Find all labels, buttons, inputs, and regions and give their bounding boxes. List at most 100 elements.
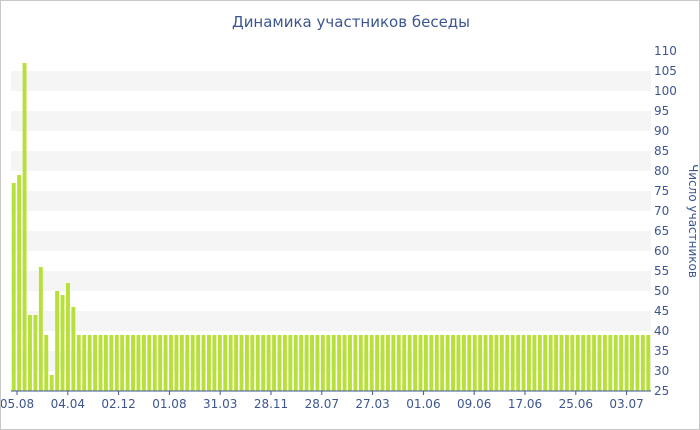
bar — [109, 335, 114, 391]
bar — [380, 335, 385, 391]
bar — [190, 335, 195, 391]
bar — [369, 335, 374, 391]
bar — [510, 335, 515, 391]
bar — [93, 335, 98, 391]
x-tick-label: 28.07 — [305, 397, 339, 411]
bar — [217, 335, 222, 391]
bar — [467, 335, 472, 391]
x-tick-label: 03.07 — [609, 397, 643, 411]
bar — [554, 335, 559, 391]
x-tick-label: 05.08 — [1, 397, 34, 411]
bar — [179, 335, 184, 391]
bar — [402, 335, 407, 391]
bar — [602, 335, 607, 391]
bar — [423, 335, 428, 391]
y-tick-label: 100 — [654, 84, 677, 98]
y-tick-label: 50 — [654, 284, 669, 298]
bar — [55, 291, 60, 391]
y-tick-label: 70 — [654, 204, 669, 218]
grid-band — [11, 151, 651, 171]
bar — [207, 335, 211, 391]
bar — [527, 335, 531, 391]
bar — [353, 335, 358, 391]
bar — [22, 63, 27, 391]
bar — [429, 335, 434, 391]
bar — [331, 335, 336, 391]
y-tick-label: 90 — [654, 124, 669, 138]
bar — [342, 335, 347, 391]
bar — [76, 335, 81, 391]
bar — [163, 335, 168, 391]
bar — [472, 335, 477, 391]
bar — [407, 335, 412, 391]
bar — [489, 335, 493, 391]
y-tick-label: 75 — [654, 184, 669, 198]
bar — [586, 335, 591, 391]
bar — [608, 335, 613, 391]
grid-band — [11, 271, 651, 291]
grid-band — [11, 311, 651, 331]
bar — [499, 335, 504, 391]
x-tick-label: 04.04 — [51, 397, 85, 411]
bar — [60, 295, 65, 391]
bar — [152, 335, 157, 391]
bar — [234, 335, 239, 391]
bar — [456, 335, 461, 391]
bar — [413, 335, 418, 391]
bar — [125, 335, 130, 391]
bar — [521, 335, 526, 391]
y-axis-label: Число участников — [686, 164, 699, 278]
bar — [564, 335, 569, 391]
bar — [174, 335, 179, 391]
bar — [282, 335, 287, 391]
bar — [386, 335, 390, 391]
y-tick-label: 55 — [654, 264, 669, 278]
bar — [244, 335, 249, 391]
bar — [592, 335, 597, 391]
bar — [141, 335, 146, 391]
bar — [624, 335, 629, 391]
bar — [543, 335, 548, 391]
y-tick-label: 105 — [654, 64, 677, 78]
bar — [483, 335, 488, 391]
bar — [293, 335, 298, 391]
bar — [613, 335, 618, 391]
x-tick-label: 09.06 — [457, 397, 491, 411]
bar — [169, 335, 173, 391]
bar — [364, 335, 369, 391]
bar — [28, 315, 32, 391]
bar — [581, 335, 586, 391]
y-tick-label: 25 — [654, 384, 669, 398]
bar — [532, 335, 537, 391]
bar — [575, 335, 580, 391]
bar — [11, 183, 16, 391]
bar — [434, 335, 439, 391]
bar — [375, 335, 380, 391]
bar — [358, 335, 363, 391]
bar — [120, 335, 125, 391]
y-tick-label: 35 — [654, 344, 669, 358]
bar — [310, 335, 314, 391]
bar — [277, 335, 282, 391]
bar — [266, 335, 271, 391]
bar — [131, 335, 135, 391]
bar — [255, 335, 260, 391]
bar — [348, 335, 352, 391]
y-tick-label: 45 — [654, 304, 669, 318]
bar — [494, 335, 499, 391]
bar — [87, 335, 92, 391]
bar — [250, 335, 255, 391]
x-tick-label: 28.11 — [254, 397, 288, 411]
bar — [71, 307, 76, 391]
bar — [66, 283, 70, 391]
bar — [44, 335, 49, 391]
grid-band — [11, 71, 651, 91]
bar — [461, 335, 466, 391]
grid-band — [11, 231, 651, 251]
bar — [49, 375, 54, 391]
bar — [315, 335, 320, 391]
bar — [212, 335, 217, 391]
y-tick-label: 85 — [654, 144, 669, 158]
